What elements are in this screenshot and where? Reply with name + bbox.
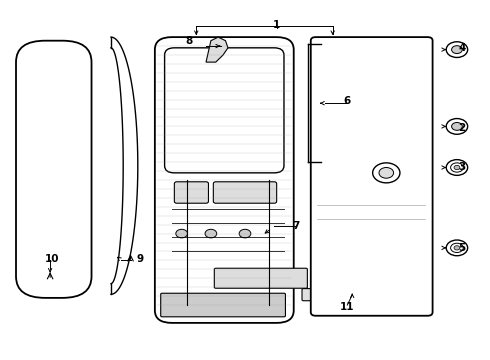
Circle shape xyxy=(239,229,251,238)
Circle shape xyxy=(379,167,393,178)
Circle shape xyxy=(452,46,462,54)
Text: 2: 2 xyxy=(458,123,466,133)
Text: 4: 4 xyxy=(458,43,466,53)
Circle shape xyxy=(205,229,217,238)
Circle shape xyxy=(176,229,188,238)
FancyBboxPatch shape xyxy=(302,289,412,301)
Circle shape xyxy=(454,165,460,170)
FancyBboxPatch shape xyxy=(311,37,433,316)
Circle shape xyxy=(452,122,462,130)
FancyBboxPatch shape xyxy=(213,182,277,203)
FancyBboxPatch shape xyxy=(174,182,208,203)
Circle shape xyxy=(373,163,400,183)
Circle shape xyxy=(446,240,467,256)
Text: 6: 6 xyxy=(343,96,351,107)
Text: 5: 5 xyxy=(458,243,466,253)
Polygon shape xyxy=(206,37,228,62)
Circle shape xyxy=(446,42,467,58)
Text: 11: 11 xyxy=(340,302,355,312)
Circle shape xyxy=(451,163,463,172)
Circle shape xyxy=(451,243,463,252)
Text: 8: 8 xyxy=(185,36,193,46)
Circle shape xyxy=(446,118,467,134)
FancyBboxPatch shape xyxy=(161,293,286,317)
Circle shape xyxy=(446,159,467,175)
Circle shape xyxy=(454,246,460,250)
Text: 1: 1 xyxy=(273,19,280,30)
Text: 9: 9 xyxy=(137,253,144,264)
FancyBboxPatch shape xyxy=(214,268,307,288)
Text: 7: 7 xyxy=(293,221,300,231)
Text: 3: 3 xyxy=(458,162,466,172)
Text: 10: 10 xyxy=(45,253,60,264)
